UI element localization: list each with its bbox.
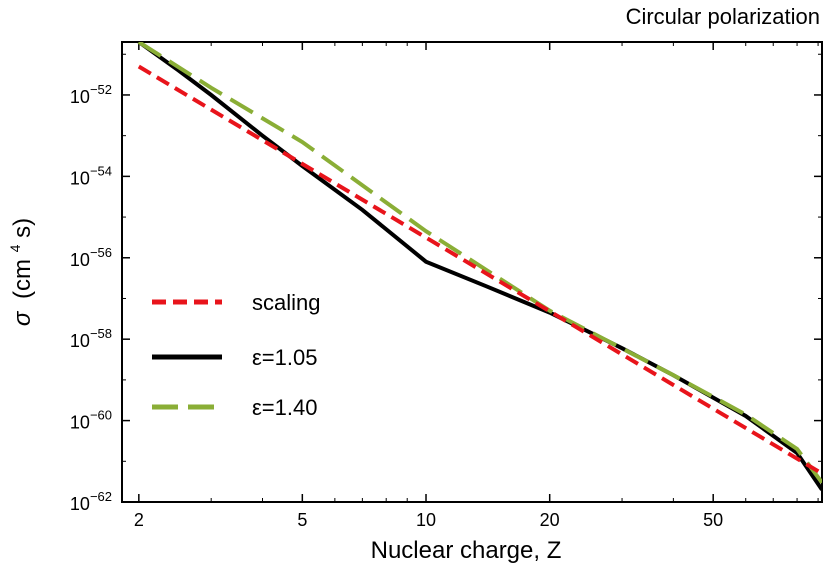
y-tick-label: 10−52	[70, 82, 112, 107]
x-tick-label: 5	[297, 510, 307, 530]
y-axis-unit-pre: (cm	[9, 259, 36, 299]
chart-title: Circular polarization	[626, 4, 820, 29]
y-tick-label: 10−60	[70, 408, 112, 433]
x-tick-label: 50	[703, 510, 723, 530]
y-tick-label: 10−54	[70, 163, 112, 188]
y-axis-unit-sup: 4	[7, 244, 23, 252]
ticks-layer: 2 5 10 20 50 10−62 10−60 10−58 10−56 10−54 10−52	[70, 42, 822, 530]
legend-label-0: scaling	[252, 290, 320, 315]
x-tick-label: 10	[416, 510, 436, 530]
y-tick-label: 10−58	[70, 326, 112, 351]
legend-label-2: ε=1.40	[252, 395, 317, 420]
x-tick-label: 20	[540, 510, 560, 530]
series-layer	[137, 42, 822, 491]
y-tick-label: 10−56	[70, 245, 112, 270]
y-axis-unit-post: s)	[9, 218, 36, 238]
plot-frame	[121, 41, 823, 503]
series-line-0	[137, 64, 822, 476]
series-line-2	[137, 42, 822, 484]
y-axis-symbol: σ	[9, 310, 36, 326]
x-axis-title: Nuclear charge, Z	[371, 537, 562, 564]
y-tick-label: 10−62	[70, 489, 112, 514]
legend-label-1: ε=1.05	[252, 345, 317, 370]
x-tick-label: 2	[134, 510, 144, 530]
legend: scaling ε=1.05 ε=1.40	[152, 290, 320, 420]
y-axis-title: σ (cm 4 s)	[0, 218, 36, 326]
